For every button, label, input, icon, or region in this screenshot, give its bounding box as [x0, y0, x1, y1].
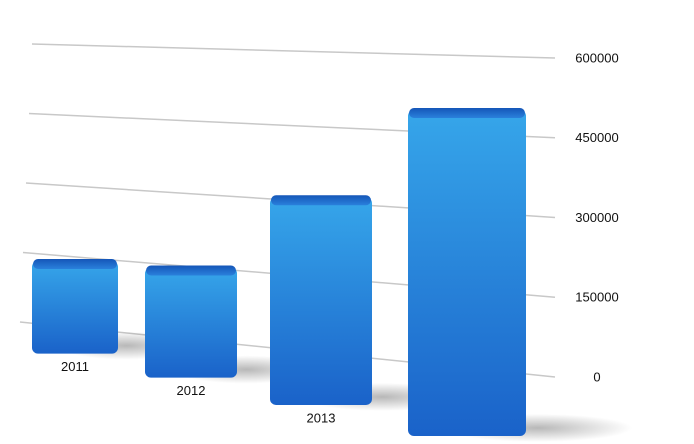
bar	[408, 110, 526, 436]
bar-top	[33, 259, 117, 270]
grid-line	[31, 43, 556, 59]
x-tick-label: 2014	[453, 441, 482, 444]
bar-top	[146, 265, 236, 276]
x-tick-label: 2012	[177, 383, 206, 398]
bar-top	[409, 108, 525, 119]
y-tick-label: 0	[593, 369, 600, 384]
x-tick-label: 2011	[61, 359, 89, 374]
bar-top	[271, 195, 371, 206]
x-tick-label: 2013	[307, 410, 336, 425]
bar	[145, 267, 237, 378]
y-tick-label: 450000	[575, 130, 618, 145]
bar	[32, 261, 118, 354]
y-tick-label: 300000	[575, 210, 618, 225]
y-tick-label: 600000	[575, 50, 618, 65]
y-tick-label: 150000	[575, 290, 618, 305]
bar	[270, 197, 372, 405]
